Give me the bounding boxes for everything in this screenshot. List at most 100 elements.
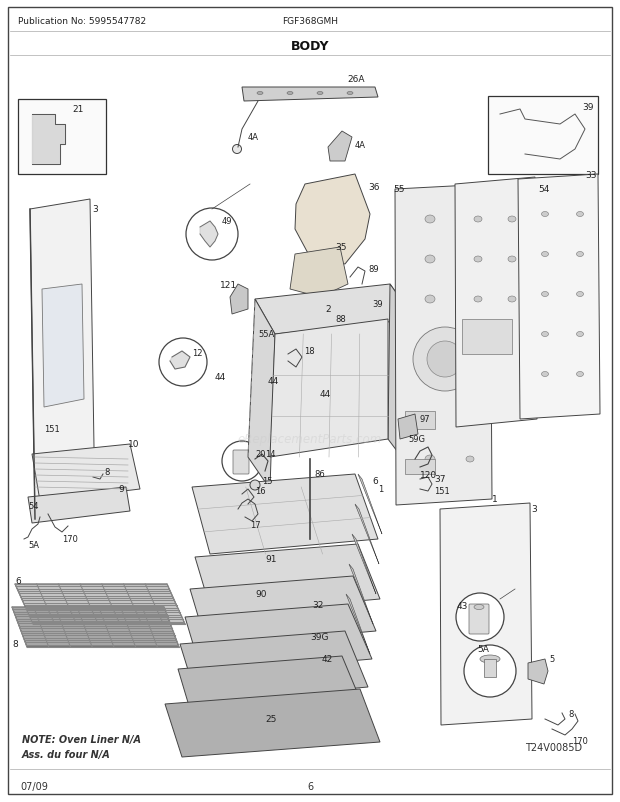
Text: 32: 32	[312, 601, 324, 610]
Polygon shape	[30, 200, 95, 520]
Text: 54: 54	[28, 502, 38, 511]
Text: 6: 6	[307, 781, 313, 791]
Text: 4A: 4A	[248, 133, 259, 142]
Text: 26A: 26A	[347, 75, 365, 84]
Text: 1: 1	[492, 495, 498, 504]
Bar	[488, 97, 598, 175]
Text: 20: 20	[255, 450, 265, 459]
Polygon shape	[328, 132, 352, 162]
Text: 5A: 5A	[28, 541, 39, 550]
Text: 33: 33	[585, 170, 596, 180]
Ellipse shape	[541, 332, 549, 337]
Text: 12: 12	[192, 349, 203, 358]
Polygon shape	[295, 175, 370, 265]
Polygon shape	[15, 585, 185, 624]
Text: T24V0085D: T24V0085D	[525, 742, 582, 752]
Circle shape	[464, 645, 516, 697]
Text: 44: 44	[215, 373, 226, 382]
Polygon shape	[355, 504, 379, 565]
Ellipse shape	[466, 456, 474, 463]
Polygon shape	[290, 248, 348, 298]
Ellipse shape	[474, 257, 482, 263]
Polygon shape	[190, 577, 376, 646]
Text: 2: 2	[325, 305, 330, 314]
Ellipse shape	[425, 335, 435, 343]
Text: Publication No: 5995547782: Publication No: 5995547782	[18, 18, 146, 26]
Bar	[484, 659, 496, 677]
Ellipse shape	[425, 216, 435, 224]
Polygon shape	[348, 298, 370, 326]
Text: 8: 8	[104, 468, 109, 477]
Text: 90: 90	[255, 589, 267, 599]
Text: 170: 170	[62, 535, 78, 544]
Text: 5A: 5A	[477, 645, 489, 654]
Text: 1: 1	[378, 485, 383, 494]
Text: 37: 37	[434, 475, 446, 484]
Text: 49: 49	[222, 217, 232, 226]
Ellipse shape	[287, 92, 293, 95]
Text: 16: 16	[255, 487, 265, 496]
Text: 120: 120	[420, 471, 437, 480]
Polygon shape	[358, 475, 382, 534]
Polygon shape	[528, 659, 548, 684]
Ellipse shape	[541, 372, 549, 377]
Text: 86: 86	[314, 470, 325, 479]
Ellipse shape	[480, 655, 500, 663]
Text: 9: 9	[118, 485, 124, 494]
Polygon shape	[270, 320, 388, 457]
Polygon shape	[12, 607, 179, 647]
Polygon shape	[42, 285, 84, 407]
Text: 42: 42	[322, 654, 333, 664]
Bar	[405, 411, 435, 429]
Text: 89: 89	[368, 265, 379, 274]
Text: 97: 97	[420, 415, 431, 424]
Text: 3: 3	[531, 505, 537, 514]
Text: 151: 151	[44, 425, 60, 434]
Polygon shape	[352, 534, 376, 594]
Text: 170: 170	[572, 736, 588, 746]
Text: 39G: 39G	[310, 633, 329, 642]
Ellipse shape	[317, 92, 323, 95]
Ellipse shape	[425, 456, 435, 464]
Text: 35: 35	[335, 243, 347, 252]
Ellipse shape	[347, 92, 353, 95]
Text: 18: 18	[304, 347, 314, 356]
Text: NOTE: Oven Liner N/A: NOTE: Oven Liner N/A	[22, 734, 141, 744]
Ellipse shape	[474, 297, 482, 302]
Text: 44: 44	[320, 390, 331, 399]
Polygon shape	[230, 285, 248, 314]
Ellipse shape	[577, 372, 583, 377]
Text: 44: 44	[268, 377, 279, 386]
Polygon shape	[398, 415, 418, 439]
Text: 151: 151	[434, 487, 450, 496]
Ellipse shape	[508, 257, 516, 263]
Text: 15: 15	[262, 477, 273, 486]
Polygon shape	[32, 444, 140, 501]
Polygon shape	[395, 184, 492, 505]
Ellipse shape	[577, 332, 583, 337]
Polygon shape	[28, 488, 130, 524]
Text: 07/09: 07/09	[20, 781, 48, 791]
Polygon shape	[267, 331, 285, 354]
Ellipse shape	[541, 252, 549, 257]
Text: 10: 10	[128, 440, 140, 449]
Ellipse shape	[466, 376, 474, 383]
Text: FGF368GMH: FGF368GMH	[282, 18, 338, 26]
Text: 36: 36	[368, 184, 379, 192]
Text: 14: 14	[265, 450, 275, 459]
Text: 55: 55	[393, 185, 404, 194]
Ellipse shape	[425, 415, 435, 423]
FancyBboxPatch shape	[233, 451, 249, 475]
Ellipse shape	[425, 375, 435, 383]
Ellipse shape	[250, 480, 260, 490]
Ellipse shape	[425, 256, 435, 264]
Ellipse shape	[466, 337, 474, 342]
Text: 54: 54	[538, 185, 549, 194]
Polygon shape	[178, 656, 365, 726]
Polygon shape	[518, 175, 600, 419]
Ellipse shape	[577, 292, 583, 297]
Polygon shape	[200, 221, 218, 248]
Ellipse shape	[232, 145, 242, 154]
Text: 121: 121	[220, 280, 237, 290]
Ellipse shape	[508, 217, 516, 223]
